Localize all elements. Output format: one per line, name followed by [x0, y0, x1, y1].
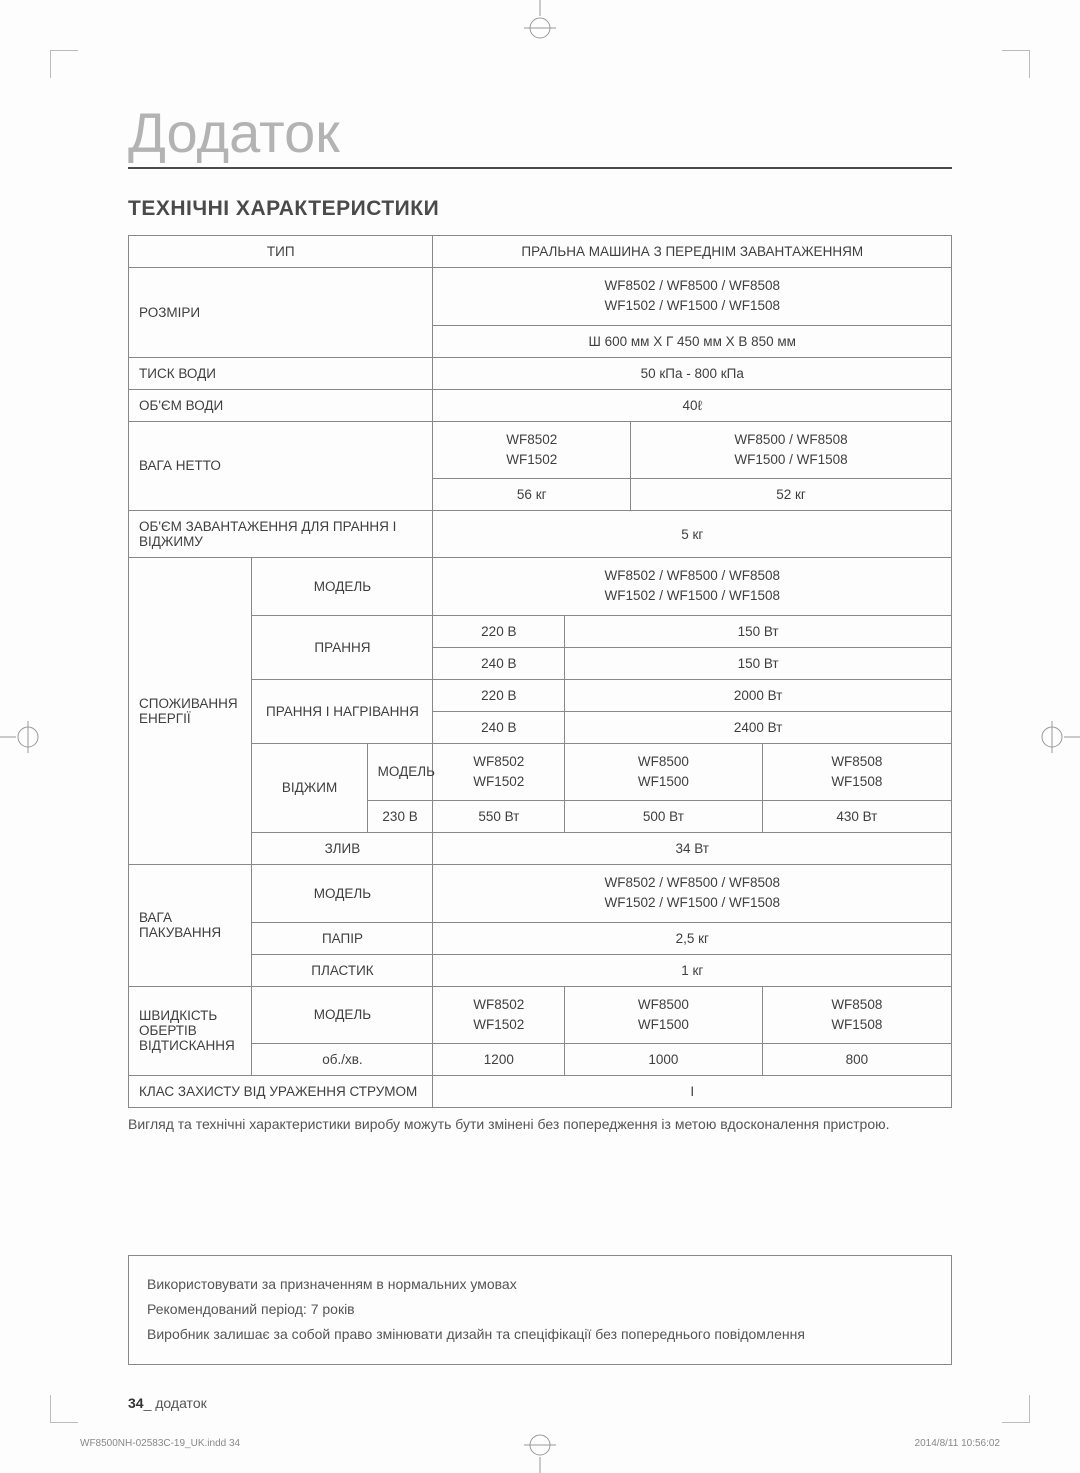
page-footer: 34_ додаток — [128, 1395, 952, 1411]
usage-line-2: Рекомендований період: 7 років — [147, 1297, 933, 1322]
label-wash: ПРАННЯ — [252, 615, 433, 679]
header-machine: ПРАЛЬНА МАШИНА З ПЕРЕДНІМ ЗАВАНТАЖЕННЯМ — [433, 236, 952, 268]
label-net-weight: ВАГА НЕТТО — [129, 421, 433, 511]
table-row: об./хв. 1200 1000 800 — [129, 1044, 952, 1076]
usage-line-3: Виробник залишає за собой право змінюват… — [147, 1322, 933, 1347]
header-type: ТИП — [129, 236, 433, 268]
val-220v-heat: 220 В — [433, 679, 565, 711]
table-row: КЛАС ЗАХИСТУ ВІД УРАЖЕННЯ СТРУМОМ I — [129, 1076, 952, 1108]
val-rpm3: 800 — [762, 1044, 951, 1076]
val-speed-m1: WF8502 WF1502 — [433, 986, 565, 1044]
label-pack: ВАГА ПАКУВАННЯ — [129, 865, 252, 987]
crop-mark-left — [0, 717, 40, 757]
table-row: ТИСК ВОДИ 50 кПа - 800 кПа — [129, 357, 952, 389]
crop-mark-bottom — [520, 1433, 560, 1473]
val-paper: 2,5 кг — [433, 922, 952, 954]
print-footer-right: 2014/8/11 10:56:02 — [915, 1438, 1000, 1449]
val-spin-m2: WF8500 WF1500 — [565, 743, 763, 801]
disclaimer-text: Вигляд та технічні характеристики виробу… — [128, 1114, 952, 1135]
val-drain: 34 Вт — [433, 833, 952, 865]
val-spin-w1: 550 Вт — [433, 801, 565, 833]
val-plastic: 1 кг — [433, 954, 952, 986]
val-2000w: 2000 Вт — [565, 679, 952, 711]
section-title: ТЕХНІЧНІ ХАРАКТЕРИСТИКИ — [128, 197, 952, 221]
val-spin-w2: 500 Вт — [565, 801, 763, 833]
val-protection: I — [433, 1076, 952, 1108]
table-row: СПОЖИВАННЯ ЕНЕРГІЇ МОДЕЛЬ WF8502 / WF850… — [129, 558, 952, 616]
val-dimensions: Ш 600 мм X Г 450 мм X В 850 мм — [433, 325, 952, 357]
val-water-pressure: 50 кПа - 800 кПа — [433, 357, 952, 389]
page-number: 34 — [128, 1395, 144, 1411]
label-dimensions: РОЗМІРИ — [129, 268, 433, 358]
label-paper: ПАПІР — [252, 922, 433, 954]
label-water-pressure: ТИСК ВОДИ — [129, 357, 433, 389]
label-rpm: об./хв. — [252, 1044, 433, 1076]
label-drain: ЗЛИВ — [252, 833, 433, 865]
val-spin-w3: 430 Вт — [762, 801, 951, 833]
val-2400w: 2400 Вт — [565, 711, 952, 743]
val-pack-models: WF8502 / WF8500 / WF8508 WF1502 / WF1500… — [433, 865, 952, 923]
val-rpm1: 1200 — [433, 1044, 565, 1076]
val-150w-2: 150 Вт — [565, 647, 952, 679]
val-power-models: WF8502 / WF8500 / WF8508 WF1502 / WF1500… — [433, 558, 952, 616]
table-row: ТИП ПРАЛЬНА МАШИНА З ПЕРЕДНІМ ЗАВАНТАЖЕН… — [129, 236, 952, 268]
val-load: 5 кг — [433, 511, 952, 558]
val-rpm2: 1000 — [565, 1044, 763, 1076]
crop-corner-br — [1002, 1395, 1030, 1423]
label-model-sub: МОДЕЛЬ — [252, 558, 433, 616]
table-row: ОБ'ЄМ ВОДИ 40ℓ — [129, 389, 952, 421]
crop-corner-bl — [50, 1395, 78, 1423]
label-pack-model: МОДЕЛЬ — [252, 865, 433, 923]
label-water-volume: ОБ'ЄМ ВОДИ — [129, 389, 433, 421]
page-section: додаток — [151, 1395, 206, 1411]
val-spin-m1: WF8502 WF1502 — [433, 743, 565, 801]
crop-mark-right — [1040, 717, 1080, 757]
val-speed-m3: WF8508 WF1508 — [762, 986, 951, 1044]
val-240v-heat: 240 В — [433, 711, 565, 743]
usage-line-1: Використовувати за призначенням в нормал… — [147, 1272, 933, 1297]
table-row: ПЛАСТИК 1 кг — [129, 954, 952, 986]
val-water-volume: 40ℓ — [433, 389, 952, 421]
val-spin-m3: WF8508 WF1508 — [762, 743, 951, 801]
table-row: ШВИДКІСТЬ ОБЕРТІВ ВІДТИСКАННЯ МОДЕЛЬ WF8… — [129, 986, 952, 1044]
val-220v-wash: 220 В — [433, 615, 565, 647]
table-row: ВАГА НЕТТО WF8502 WF1502 WF8500 / WF8508… — [129, 421, 952, 479]
table-row: ВІДЖИМ МОДЕЛЬ WF8502 WF1502 WF8500 WF150… — [129, 743, 952, 801]
val-net-weight-1: 56 кг — [433, 479, 631, 511]
label-spin: ВІДЖИМ — [252, 743, 367, 833]
table-row: ПРАННЯ І НАГРІВАННЯ 220 В 2000 Вт — [129, 679, 952, 711]
table-row: РОЗМІРИ WF8502 / WF8500 / WF8508 WF1502 … — [129, 268, 952, 326]
val-150w-1: 150 Вт — [565, 615, 952, 647]
label-protection: КЛАС ЗАХИСТУ ВІД УРАЖЕННЯ СТРУМОМ — [129, 1076, 433, 1108]
val-240v-wash: 240 В — [433, 647, 565, 679]
val-net-weight-col1: WF8502 WF1502 — [433, 421, 631, 479]
val-model-list: WF8502 / WF8500 / WF8508 WF1502 / WF1500… — [433, 268, 952, 326]
label-speed: ШВИДКІСТЬ ОБЕРТІВ ВІДТИСКАННЯ — [129, 986, 252, 1076]
val-net-weight-2: 52 кг — [630, 479, 951, 511]
label-load: ОБ'ЄМ ЗАВАНТАЖЕННЯ ДЛЯ ПРАННЯ І ВІДЖИМУ — [129, 511, 433, 558]
page-title: Додаток — [128, 100, 952, 169]
table-row: ОБ'ЄМ ЗАВАНТАЖЕННЯ ДЛЯ ПРАННЯ І ВІДЖИМУ … — [129, 511, 952, 558]
label-wash-heat: ПРАННЯ І НАГРІВАННЯ — [252, 679, 433, 743]
label-power: СПОЖИВАННЯ ЕНЕРГІЇ — [129, 558, 252, 865]
table-row: ПРАННЯ 220 В 150 Вт — [129, 615, 952, 647]
spec-table: ТИП ПРАЛЬНА МАШИНА З ПЕРЕДНІМ ЗАВАНТАЖЕН… — [128, 235, 952, 1108]
page-content: Додаток ТЕХНІЧНІ ХАРАКТЕРИСТИКИ ТИП ПРАЛ… — [128, 100, 952, 1411]
crop-mark-top — [520, 0, 560, 40]
val-230v: 230 В — [367, 801, 433, 833]
label-speed-model: МОДЕЛЬ — [252, 986, 433, 1044]
crop-corner-tr — [1002, 50, 1030, 78]
label-spin-model: МОДЕЛЬ — [367, 743, 433, 801]
table-row: ЗЛИВ 34 Вт — [129, 833, 952, 865]
table-row: ПАПІР 2,5 кг — [129, 922, 952, 954]
label-plastic: ПЛАСТИК — [252, 954, 433, 986]
val-net-weight-col2: WF8500 / WF8508 WF1500 / WF1508 — [630, 421, 951, 479]
val-speed-m2: WF8500 WF1500 — [565, 986, 763, 1044]
usage-box: Використовувати за призначенням в нормал… — [128, 1255, 952, 1365]
print-footer-left: WF8500NH-02583C-19_UK.indd 34 — [80, 1438, 240, 1449]
table-row: ВАГА ПАКУВАННЯ МОДЕЛЬ WF8502 / WF8500 / … — [129, 865, 952, 923]
crop-corner-tl — [50, 50, 78, 78]
